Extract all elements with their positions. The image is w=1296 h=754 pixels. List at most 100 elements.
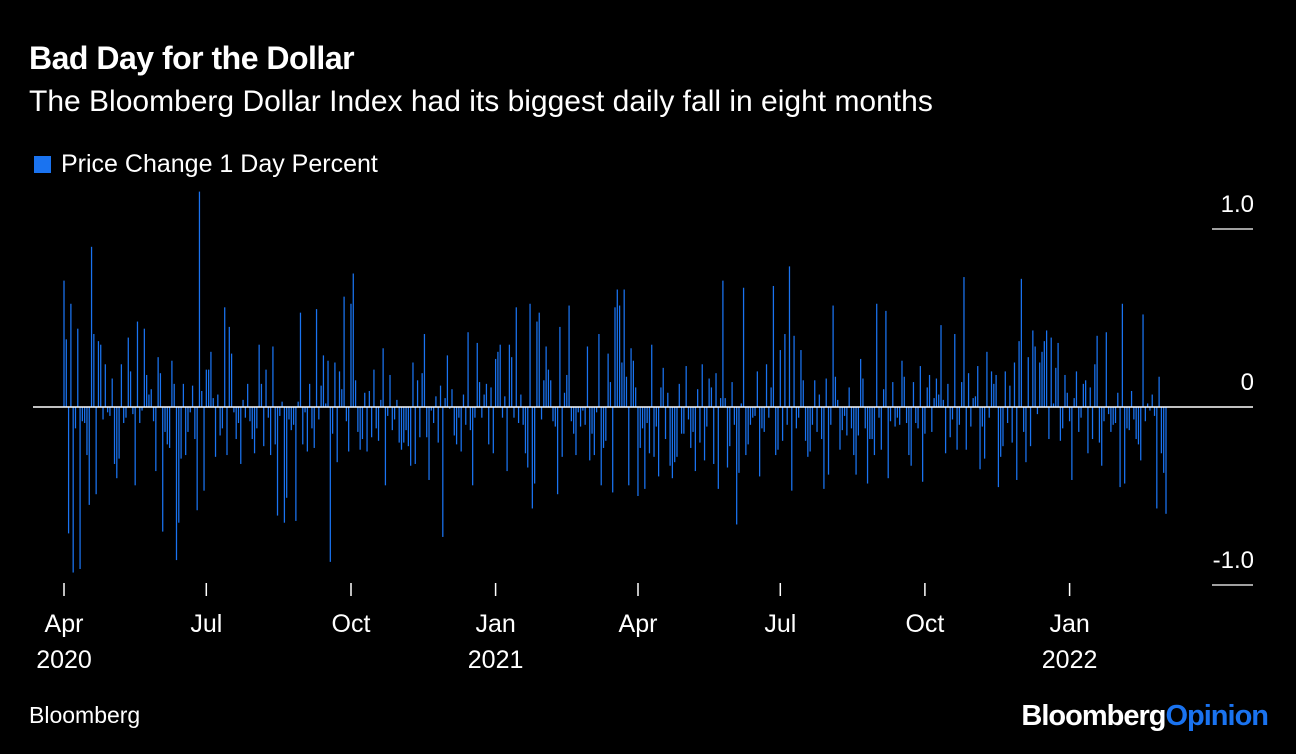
bar <box>65 339 67 407</box>
bar <box>788 266 791 407</box>
bar <box>1023 407 1025 432</box>
bar <box>862 378 864 407</box>
bar <box>1094 364 1096 407</box>
bar <box>690 407 692 448</box>
bar <box>882 389 885 407</box>
x-tick-label: Jul <box>190 610 222 638</box>
bar <box>1124 407 1126 484</box>
bar <box>763 407 765 432</box>
bar <box>1103 407 1105 422</box>
bar <box>1062 407 1064 429</box>
bar <box>1068 407 1071 422</box>
bar <box>1114 407 1117 424</box>
bar <box>715 373 717 407</box>
bar <box>660 387 662 407</box>
bar <box>524 407 527 454</box>
bar <box>100 344 102 407</box>
bar <box>981 407 983 427</box>
bar <box>371 407 373 438</box>
bar <box>113 407 116 464</box>
bar <box>1073 398 1075 407</box>
bar <box>554 407 556 427</box>
bar <box>809 407 811 452</box>
bar <box>462 394 465 407</box>
bar <box>556 407 559 495</box>
bar <box>1140 407 1142 461</box>
bar <box>249 407 251 422</box>
bar <box>951 407 954 420</box>
bar <box>947 383 949 407</box>
bar <box>1080 407 1082 418</box>
bar <box>683 407 685 434</box>
bar <box>676 407 678 457</box>
x-tick-label: Jan <box>475 610 515 638</box>
bar <box>834 376 837 407</box>
bar <box>591 407 593 434</box>
y-tick-label: 0 <box>1241 369 1254 396</box>
bar <box>1032 330 1034 407</box>
bars-group <box>63 191 1167 573</box>
bar <box>295 407 297 521</box>
bar <box>1025 407 1027 463</box>
bar <box>79 407 81 569</box>
bar <box>944 407 947 454</box>
y-axis: 1.0 0 -1.0 <box>1212 191 1254 586</box>
x-year-label: 2020 <box>36 646 92 674</box>
bar <box>965 407 967 450</box>
bar <box>536 321 538 407</box>
bar <box>267 407 269 418</box>
bar <box>159 373 162 407</box>
bar <box>1018 341 1020 407</box>
bar <box>400 407 403 450</box>
bar <box>320 385 322 407</box>
bar <box>563 392 566 407</box>
bar <box>1165 407 1167 514</box>
bar <box>88 407 90 505</box>
bar <box>354 380 357 407</box>
bar <box>609 382 612 407</box>
bar <box>632 360 634 407</box>
x-tick-label: Apr <box>619 610 658 638</box>
bar <box>912 382 915 407</box>
bar <box>545 346 547 407</box>
bar <box>1147 403 1149 407</box>
bar <box>111 378 113 407</box>
bar <box>935 378 938 407</box>
bar <box>593 407 595 456</box>
bar <box>779 350 781 407</box>
bar <box>260 383 263 407</box>
bar <box>602 407 605 448</box>
bar <box>637 407 639 496</box>
bar <box>600 407 602 486</box>
bar <box>442 407 444 537</box>
bar <box>814 380 816 407</box>
bar <box>455 407 458 445</box>
chart-subtitle: The Bloomberg Dollar Index had its bigge… <box>29 85 933 118</box>
bar <box>917 407 919 429</box>
bar <box>967 373 970 407</box>
bar <box>1160 407 1163 454</box>
bar <box>531 407 533 509</box>
bar <box>1011 407 1013 443</box>
bar <box>198 191 201 407</box>
bar <box>1039 362 1041 407</box>
bar <box>162 407 164 532</box>
bar <box>731 382 733 407</box>
bar <box>795 407 797 429</box>
bar <box>575 407 577 456</box>
bar <box>540 407 543 420</box>
bar <box>129 371 132 407</box>
bar <box>669 407 671 466</box>
bar <box>713 407 715 464</box>
bar <box>990 371 993 407</box>
bar <box>327 360 329 407</box>
bar <box>940 325 942 407</box>
bar <box>807 407 809 457</box>
bar <box>499 344 501 407</box>
bar <box>699 407 701 443</box>
bar <box>221 407 224 429</box>
bar <box>228 326 230 407</box>
bar <box>237 407 240 424</box>
bar <box>1006 407 1009 424</box>
